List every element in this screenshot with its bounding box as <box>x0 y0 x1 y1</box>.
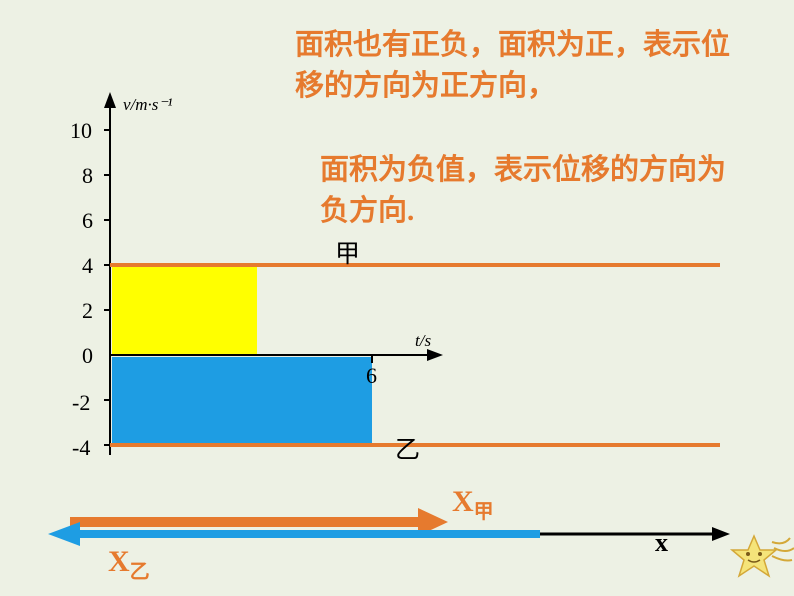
y-label-0: 0 <box>82 343 93 368</box>
y-label-2: 2 <box>82 298 93 323</box>
area-jia <box>112 265 257 355</box>
y-axis-label: v/m·s⁻¹ <box>123 95 172 114</box>
star-icon <box>724 526 794 586</box>
x-yi-label: X乙 <box>108 545 150 584</box>
y-label-n4: -4 <box>72 435 90 460</box>
x-label-6: 6 <box>366 363 377 388</box>
series-jia-label: 甲 <box>335 241 360 268</box>
y-axis-arrow <box>104 92 116 108</box>
x-jia-label: X甲 <box>452 485 494 524</box>
series-yi-label: 乙 <box>395 437 420 464</box>
x-axis-arrow <box>427 349 443 361</box>
area-yi <box>112 357 372 445</box>
y-label-4: 4 <box>82 253 93 278</box>
y-label-10: 10 <box>70 118 92 143</box>
x-axis-letter: x <box>655 528 668 558</box>
x-axis-label: t/s <box>415 331 431 350</box>
y-label-8: 8 <box>82 163 93 188</box>
y-label-n2: -2 <box>72 390 90 415</box>
y-label-6: 6 <box>82 208 93 233</box>
arrow-yi-head <box>48 522 80 546</box>
